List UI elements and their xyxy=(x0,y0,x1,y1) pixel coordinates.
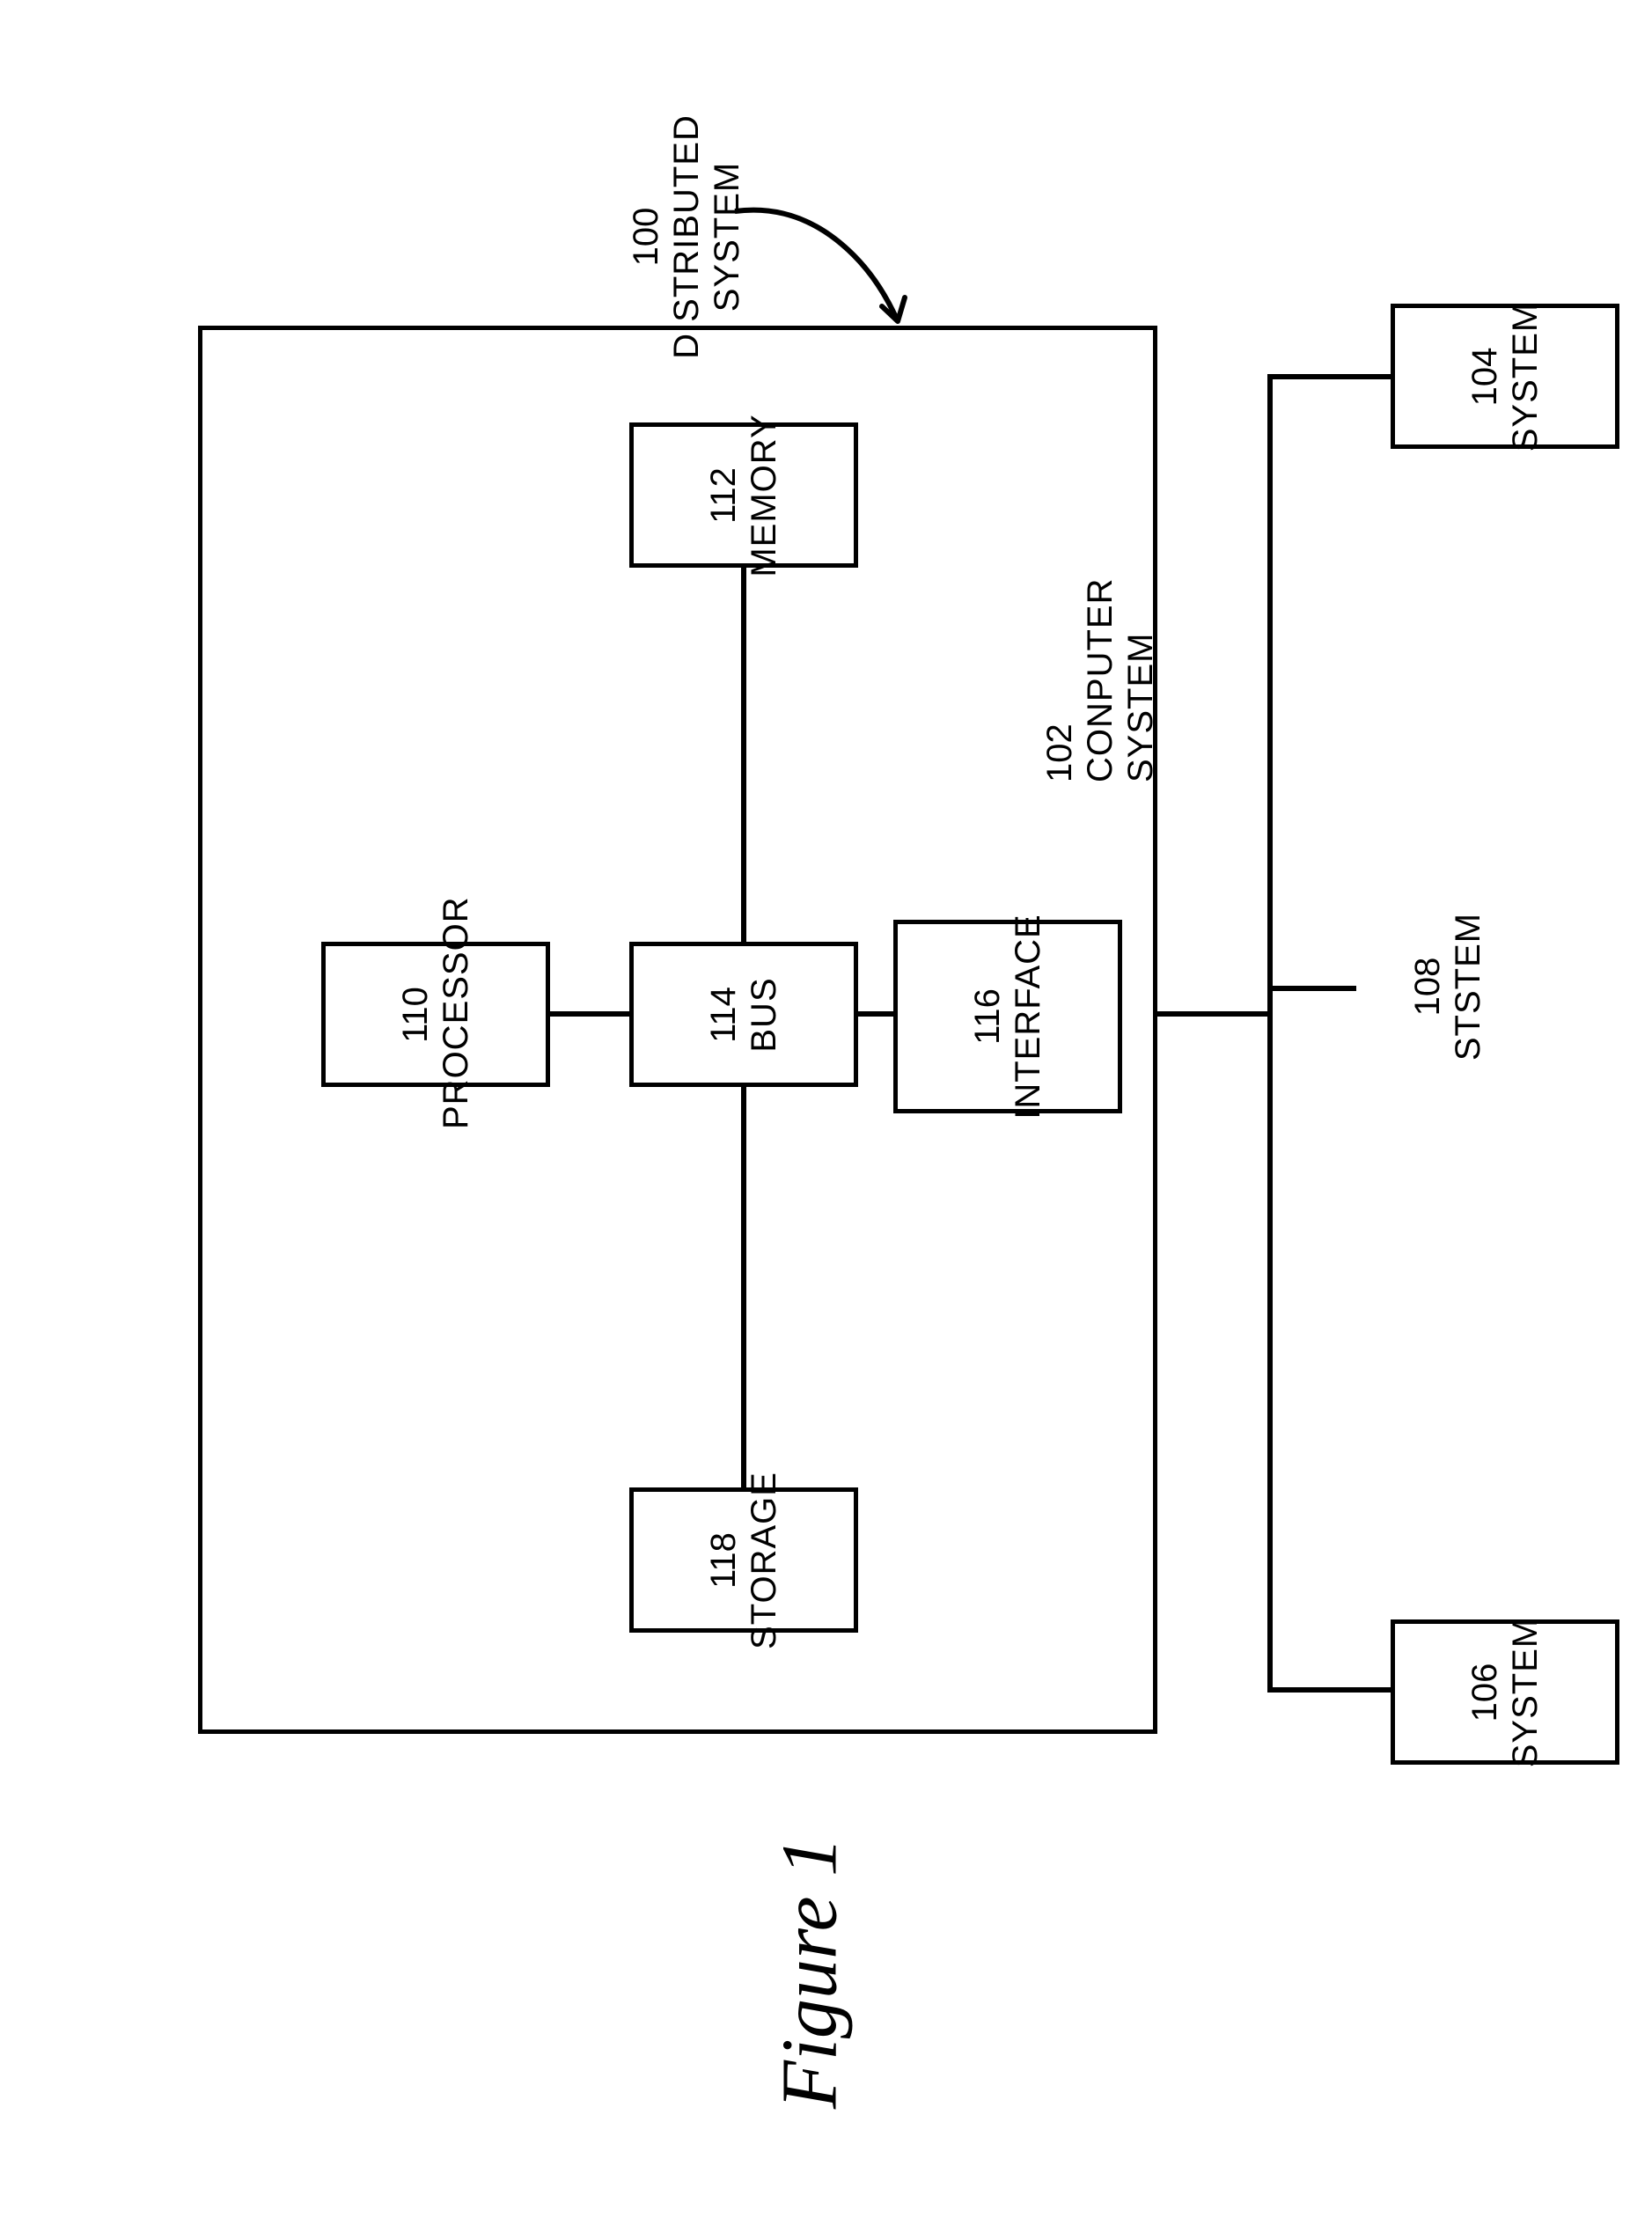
system-106-box: 106 SYSTEM xyxy=(1391,1619,1619,1765)
memory-num: 112 xyxy=(703,408,744,584)
interface-box-fix: 116 INTERFACE xyxy=(893,920,1122,1113)
edge-sys106-trunk xyxy=(1267,1687,1391,1693)
edge-memory-bus xyxy=(741,568,746,942)
network-name: STSTEM xyxy=(1448,899,1488,1075)
network-num: 108 xyxy=(1407,899,1448,1075)
edge-bus-storage xyxy=(741,1087,746,1487)
edge-bus-interface xyxy=(858,1011,893,1017)
computer-system-num: 102 xyxy=(1039,430,1080,782)
figure-caption-text: Figure 1 xyxy=(767,1837,854,2109)
bus-name: BUS xyxy=(744,962,784,1068)
edge-netlabel-trunk xyxy=(1273,986,1356,991)
title-num: 100 xyxy=(626,43,666,430)
edge-sys104-trunk xyxy=(1267,374,1391,379)
memory-name: MEMORY xyxy=(744,408,784,584)
edge-bigbox-network xyxy=(1157,1011,1272,1017)
memory-box: 112 MEMORY xyxy=(629,422,858,568)
storage-num: 118 xyxy=(703,1468,744,1653)
system-104-box: 104 SYSTEM xyxy=(1391,304,1619,449)
title-arrow-icon xyxy=(722,194,915,334)
edge-network-trunk xyxy=(1267,374,1273,1693)
system-106-num: 106 xyxy=(1465,1613,1505,1772)
system-104-num: 104 xyxy=(1465,297,1505,456)
edge-processor-bus xyxy=(550,1011,629,1017)
system-106-name: SYSTEM xyxy=(1505,1613,1546,1772)
computer-system-label: 102 CONPUTER SYSTEM xyxy=(924,546,1276,651)
system-104-name: SYSTEM xyxy=(1505,297,1546,456)
bus-box: 114 BUS xyxy=(629,942,858,1087)
figure-caption: Figure 1 xyxy=(634,1928,986,2033)
storage-box: 118 STORAGE xyxy=(629,1487,858,1633)
network-label: 108 STSTEM xyxy=(1360,946,1536,1034)
processor-box-fix: 110 PROCESSOR xyxy=(321,942,550,1087)
computer-system-name: CONPUTER SYSTEM xyxy=(1080,430,1161,782)
storage-name: STORAGE xyxy=(744,1468,784,1653)
bus-num: 114 xyxy=(703,962,744,1068)
